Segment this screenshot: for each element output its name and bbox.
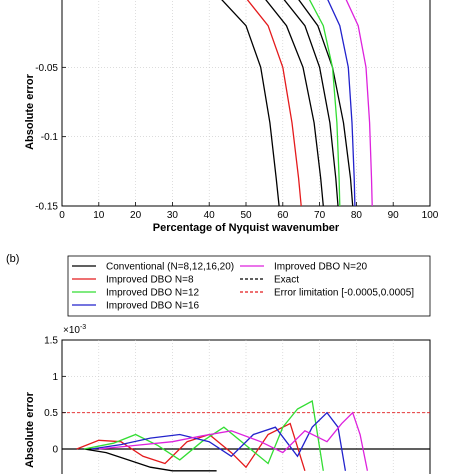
panel-b-y-tick-label: 1.5 (44, 336, 58, 347)
panel-b-y-tick-label: 1 (52, 372, 58, 383)
panel-b-series-line (83, 399, 324, 471)
panel-b-y-ticks: 1.5 1 0.5 0 (44, 336, 66, 456)
panel-a-x-tick-label: 70 (314, 210, 326, 221)
panel-a-x-tick-label: 20 (130, 210, 142, 221)
panel-a-x-tick-label: 90 (388, 210, 400, 221)
panel-b-y-tick-label: 0 (52, 445, 58, 456)
panel-a-x-tick-label: 50 (240, 210, 252, 221)
panel-a-x-tick-label: 10 (93, 210, 105, 221)
panel-a-x-tick-label: 40 (204, 210, 216, 221)
panel-a-y-tick-label: -0.05 (35, 63, 58, 74)
legend-entry: Improved DBO N=12 (106, 288, 200, 299)
legend-entry: Improved DBO N=16 (106, 301, 200, 312)
panel-a-series-line (265, 0, 324, 207)
panel-b: (b) Conventional (N=8,12,16,20) Improved … (6, 253, 431, 474)
panel-a-series-line (221, 0, 280, 207)
panel-b-series-line (98, 411, 369, 471)
panel-a-x-tick-label: 30 (167, 210, 179, 221)
panel-b-y-axis-label: Absolute error (24, 391, 36, 468)
legend-entry: Improved DBO N=8 (106, 275, 194, 286)
panel-a-series-line (246, 0, 302, 207)
panel-a-grid (62, 0, 430, 206)
panel-a-y-tick-label: -0.15 (35, 202, 58, 213)
panel-a-x-ticks: 0 10 20 30 40 50 60 70 80 90 100 (59, 202, 439, 221)
panel-a-series (221, 0, 373, 207)
legend-entry: Error limitation [-0.0005,0.0005] (274, 288, 414, 299)
panel-a-x-tick-label: 80 (351, 210, 363, 221)
panel-b-reference-lines (62, 412, 430, 450)
panel-a-x-tick-label: 60 (277, 210, 289, 221)
panel-a-series-line (345, 0, 373, 207)
panel-a: 0 10 20 30 40 50 60 70 80 90 100 -0.05 -0.1 -0.15 Pe… (24, 0, 439, 234)
panel-b-series (76, 399, 369, 472)
panel-b-legend-items: Conventional (N=8,12,16,20) Improved DBO … (72, 262, 414, 312)
legend-entry: Improved DBO N=20 (274, 262, 368, 273)
panel-b-label: (b) (6, 253, 19, 265)
legend-entry: Conventional (N=8,12,16,20) (106, 262, 234, 273)
panel-a-series-line (327, 0, 356, 207)
panel-a-x-tick-label: 100 (422, 210, 439, 221)
panel-b-series-line (91, 411, 347, 471)
panel-a-series-line (308, 0, 341, 207)
panel-b-y-tick-label: 0.5 (44, 408, 58, 419)
panel-a-series-line (283, 0, 339, 207)
panel-b-y-multiplier-exponent: -3 (80, 324, 86, 331)
legend-entry: Exact (274, 275, 299, 286)
panel-a-y-tick-label: -0.1 (41, 132, 59, 143)
panel-a-y-axis-label: Absolute error (24, 73, 36, 150)
panel-a-series-line (298, 0, 354, 207)
panel-a-x-tick-label: 0 (59, 210, 65, 221)
panel-b-series-line (83, 448, 217, 472)
panel-a-x-axis-label: Percentage of Nyquist wavenumber (153, 222, 340, 234)
panel-a-y-ticks: -0.05 -0.1 -0.15 (35, 63, 66, 213)
panel-b-y-multiplier: ×10-3 (63, 324, 86, 336)
panel-b-y-multiplier-base: ×10 (63, 325, 80, 336)
